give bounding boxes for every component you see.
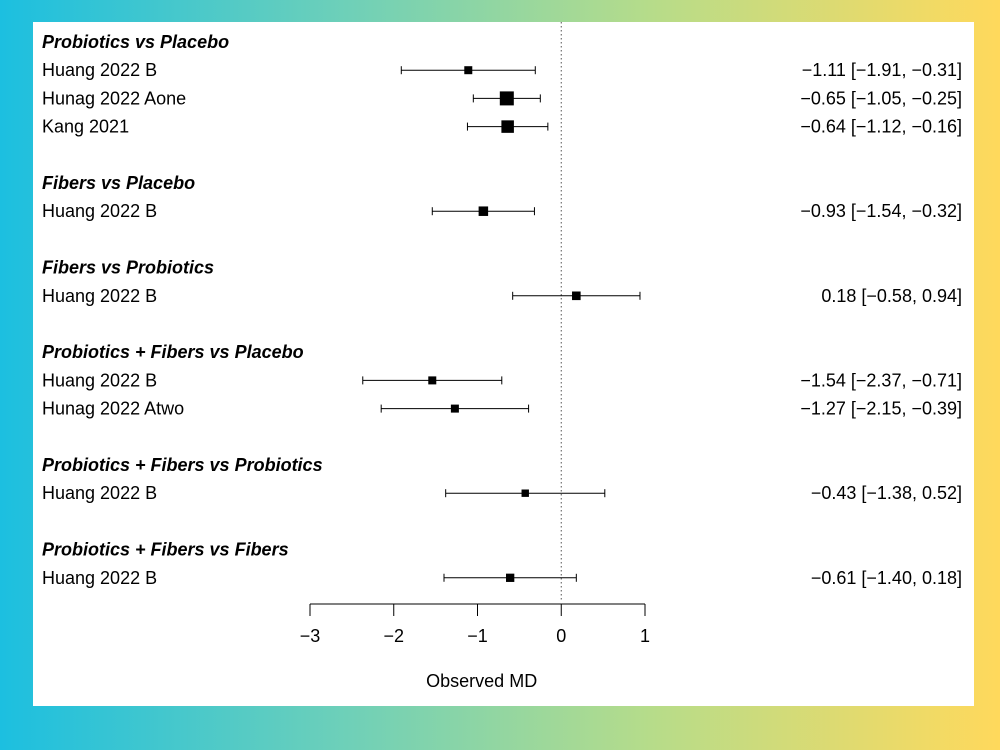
study-label: Huang 2022 B: [42, 286, 157, 306]
study-label: Huang 2022 B: [42, 568, 157, 588]
study-label: Hunag 2022 Aone: [42, 88, 186, 108]
study-label: Huang 2022 B: [42, 370, 157, 390]
study-label: Hunag 2022 Atwo: [42, 399, 184, 419]
x-tick-label: −1: [467, 626, 488, 646]
ci-label: −0.64 [−1.12, −0.16]: [800, 117, 962, 137]
ci-label: 0.18 [−0.58, 0.94]: [821, 286, 962, 306]
ci-label: −0.61 [−1.40, 0.18]: [811, 568, 962, 588]
group-title: Probiotics + Fibers vs Probiotics: [42, 455, 323, 475]
group-title: Fibers vs Probiotics: [42, 258, 214, 278]
ci-label: −0.93 [−1.54, −0.32]: [800, 201, 962, 221]
x-tick-label: 1: [640, 626, 650, 646]
group-title: Fibers vs Placebo: [42, 173, 195, 193]
study-label: Huang 2022 B: [42, 483, 157, 503]
forest-plot-panel: Probiotics vs Placebo Huang 2022 B −1.11 […: [33, 22, 974, 706]
study-label: Kang 2021: [42, 117, 129, 137]
x-tick-label: 0: [556, 626, 566, 646]
study-label: Huang 2022 B: [42, 60, 157, 80]
x-tick-label: −3: [300, 626, 321, 646]
point-estimate: [521, 489, 529, 497]
x-tick-label: −2: [383, 626, 404, 646]
point-estimate: [501, 120, 514, 133]
point-estimate: [506, 573, 515, 582]
point-estimate: [572, 291, 581, 301]
point-estimate: [478, 206, 489, 216]
point-estimate: [450, 404, 459, 413]
point-estimate: [499, 91, 514, 106]
ci-label: −0.65 [−1.05, −0.25]: [800, 88, 962, 108]
group-title: Probiotics + Fibers vs Fibers: [42, 540, 289, 560]
ci-label: −1.27 [−2.15, −0.39]: [800, 399, 962, 419]
ci-label: −0.43 [−1.38, 0.52]: [811, 483, 962, 503]
ci-label: −1.54 [−2.37, −0.71]: [800, 370, 962, 390]
point-estimate: [428, 376, 437, 385]
point-estimate: [464, 66, 473, 75]
forest-plot: Probiotics vs Placebo Huang 2022 B −1.11 […: [42, 22, 962, 691]
ci-label: −1.11 [−1.91, −0.31]: [802, 60, 962, 80]
x-axis-label: Observed MD: [426, 671, 537, 691]
study-label: Huang 2022 B: [42, 201, 157, 221]
group-title: Probiotics vs Placebo: [42, 32, 229, 52]
group-title: Probiotics + Fibers vs Placebo: [42, 342, 304, 362]
